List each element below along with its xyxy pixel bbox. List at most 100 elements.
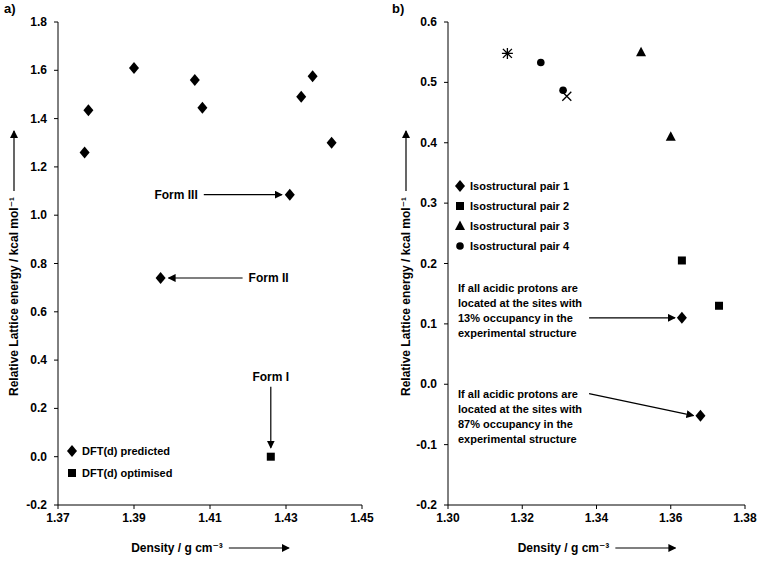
annotation: If all acidic protons are: [458, 388, 578, 400]
annotation-arrow: [204, 194, 282, 195]
y-tick: [54, 263, 58, 264]
y-tick-label: 0.6: [420, 15, 437, 29]
annotation-arrow: [270, 387, 271, 448]
y-tick-label: -0.2: [26, 498, 47, 512]
legend-label: Isostructural pair 3: [470, 220, 569, 232]
y-tick: [444, 444, 448, 445]
annotation: Form I: [252, 370, 289, 384]
legend-label: DFT(d) optimised: [82, 467, 172, 479]
annotation: located at the sites with: [458, 403, 582, 415]
x-tick-label: 1.39: [122, 511, 146, 525]
y-tick: [54, 311, 58, 312]
y-tick-label: 1.8: [30, 15, 47, 29]
panel: b) 1.30 1.32 1.34 1.36 1.38 -0.2 -0.1 0.0 0.1 0.2 0…: [392, 1, 757, 555]
y-tick-label: 1.4: [30, 112, 47, 126]
point: [636, 47, 646, 57]
point: [327, 137, 337, 149]
legend-marker: [455, 221, 465, 231]
x-tick-label: 1.30: [436, 511, 460, 525]
y-tick: [54, 70, 58, 71]
point: [190, 74, 200, 86]
y-tick-label: 0.0: [420, 377, 437, 391]
y-tick-label: 0.4: [420, 136, 437, 150]
x-tick-label: 1.36: [659, 511, 683, 525]
x-axis-title: Density / g cm⁻³: [518, 541, 610, 555]
point: [715, 302, 723, 310]
y-tick: [444, 323, 448, 324]
annotation: If all acidic protons are: [458, 282, 578, 294]
y-tick-label: -0.1: [416, 438, 437, 452]
y-tick: [54, 118, 58, 119]
y-axis-title: Relative Lattice energy / kcal mol⁻¹: [399, 197, 413, 396]
legend-marker: [456, 202, 464, 210]
x-title-arrow: [615, 547, 675, 548]
x-tick-label: 1.37: [46, 511, 70, 525]
x-tick: [286, 505, 287, 509]
x-tick: [670, 505, 671, 509]
y-tick: [444, 384, 448, 385]
y-tick: [54, 408, 58, 409]
y-title-arrow: [405, 131, 406, 191]
y-tick-label: 0.6: [30, 305, 47, 319]
annotation-arrow: [589, 317, 675, 318]
y-tick: [54, 456, 58, 457]
y-axis-title: Relative Lattice energy / kcal mol⁻¹: [7, 197, 21, 396]
panel: a)1.371.391.411.431.45-0.20.00.20.40.60.…: [4, 1, 374, 555]
x-tick-label: 1.45: [350, 511, 374, 525]
y-tick-label: 0.4: [30, 353, 47, 367]
y-tick-label: 0.3: [420, 196, 437, 210]
x-tick-label: 1.34: [585, 511, 609, 525]
annotation: Form II: [249, 271, 289, 285]
x-tick-label: 1.38: [733, 511, 757, 525]
legend-label: Isostructural pair 4: [470, 240, 570, 252]
annotation: 87% occupancy in the: [458, 418, 573, 430]
legend-label: DFT(d) predicted: [82, 445, 170, 457]
point: [197, 102, 207, 114]
point: [285, 189, 295, 201]
legend-marker: [455, 180, 465, 192]
y-tick-label: 1.0: [30, 208, 47, 222]
y-tick-label: 0.1: [420, 317, 437, 331]
legend-marker: [67, 445, 77, 457]
chart: a)1.371.391.411.431.45-0.20.00.20.40.60.…: [0, 0, 766, 579]
point: [537, 59, 545, 67]
point: [666, 131, 676, 141]
point: [267, 453, 275, 461]
x-tick-label: 1.41: [198, 511, 222, 525]
y-tick-label: -0.2: [416, 498, 437, 512]
y-tick: [54, 166, 58, 167]
point: [695, 410, 705, 422]
y-tick: [444, 505, 448, 506]
annotation: experimental structure: [458, 327, 577, 339]
legend-marker: [68, 469, 76, 477]
x-axis-title: Density / g cm⁻³: [131, 541, 223, 555]
point: [83, 104, 93, 116]
y-tick-label: 0.5: [420, 75, 437, 89]
y-title-arrow: [13, 131, 14, 191]
point: [502, 48, 513, 59]
y-tick-label: 0.2: [420, 257, 437, 271]
y-tick-label: 0.0: [30, 450, 47, 464]
point: [677, 312, 687, 324]
x-tick: [362, 505, 363, 509]
annotation: experimental structure: [458, 433, 577, 445]
point: [129, 62, 139, 74]
x-tick: [448, 505, 449, 509]
x-tick-label: 1.43: [274, 511, 298, 525]
x-tick-label: 1.32: [511, 511, 535, 525]
panel-label: b): [392, 1, 404, 16]
x-tick: [522, 505, 523, 509]
y-tick: [54, 215, 58, 216]
legend-label: Isostructural pair 2: [470, 200, 569, 212]
y-tick: [54, 360, 58, 361]
y-tick-label: 1.6: [30, 63, 47, 77]
plot-area: [80, 62, 337, 461]
annotation: located at the sites with: [458, 297, 582, 309]
y-tick-label: 0.8: [30, 257, 47, 271]
legend-label: Isostructural pair 1: [470, 180, 569, 192]
x-title-arrow: [229, 547, 289, 548]
annotation-arrow: [169, 277, 243, 278]
y-tick: [444, 142, 448, 143]
y-tick-label: 1.2: [30, 160, 47, 174]
y-tick: [444, 22, 448, 23]
